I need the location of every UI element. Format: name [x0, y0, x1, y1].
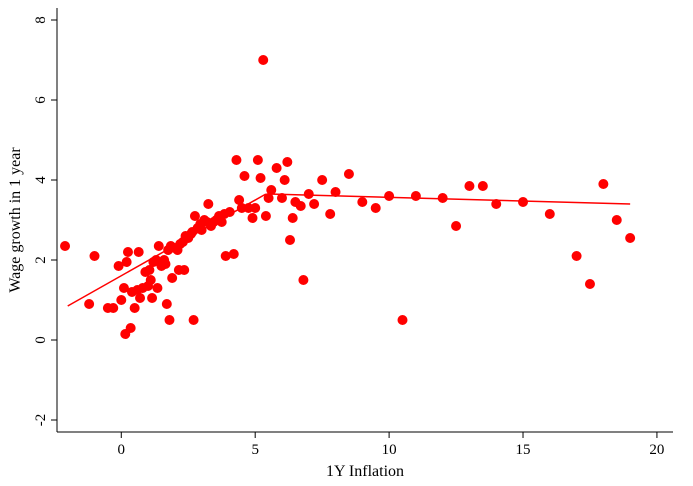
y-tick-label: 6 — [33, 96, 49, 104]
data-point — [464, 181, 475, 191]
data-point — [263, 193, 274, 203]
fit-line-segment — [268, 193, 631, 205]
x-tick-label: 15 — [516, 442, 531, 458]
data-point — [298, 275, 309, 285]
data-point — [129, 303, 140, 313]
data-point — [266, 185, 277, 195]
data-point — [84, 299, 95, 309]
data-point — [258, 55, 269, 65]
x-tick-label: 10 — [382, 442, 397, 458]
data-point — [276, 193, 287, 203]
data-point — [410, 191, 421, 201]
data-point — [234, 195, 245, 205]
x-tick-label: 5 — [251, 442, 259, 458]
data-point — [279, 175, 290, 185]
data-point — [196, 225, 207, 235]
data-point — [179, 265, 190, 275]
data-point — [216, 217, 227, 227]
data-point — [325, 209, 336, 219]
data-point — [144, 265, 155, 275]
y-tick-label: 0 — [33, 336, 49, 344]
data-point — [384, 191, 395, 201]
data-point — [598, 179, 609, 189]
x-axis-ticks: 0 5 10 15 20 — [118, 432, 664, 458]
data-point — [357, 197, 368, 207]
y-tick-label: -2 — [33, 414, 49, 427]
data-point — [250, 203, 261, 213]
data-point — [330, 187, 341, 197]
data-point — [220, 251, 231, 261]
data-point — [343, 169, 354, 179]
y-axis-ticks: -2 0 2 4 6 8 — [33, 16, 57, 426]
data-point — [491, 199, 502, 209]
data-points — [60, 55, 636, 339]
axes — [56, 8, 673, 433]
data-point — [295, 201, 306, 211]
data-point — [60, 241, 71, 251]
data-point — [160, 259, 171, 269]
data-point — [108, 303, 119, 313]
data-point — [228, 249, 239, 259]
data-point — [118, 283, 129, 293]
data-point — [164, 315, 175, 325]
data-point — [282, 157, 293, 167]
data-point — [252, 155, 263, 165]
data-point — [271, 163, 282, 173]
data-point — [224, 207, 235, 217]
data-point — [571, 251, 582, 261]
x-tick-label: 0 — [118, 442, 126, 458]
data-point — [113, 261, 124, 271]
data-point — [287, 213, 298, 223]
fit-lines — [67, 193, 631, 307]
data-point — [122, 247, 133, 257]
data-point — [133, 247, 144, 257]
data-point — [116, 295, 127, 305]
data-point — [231, 155, 242, 165]
data-point — [309, 199, 320, 209]
data-point — [303, 189, 314, 199]
data-point — [153, 241, 164, 251]
y-tick-label: 8 — [33, 16, 49, 24]
data-point — [152, 283, 163, 293]
data-point — [397, 315, 408, 325]
data-point — [203, 199, 214, 209]
data-point — [89, 251, 100, 261]
data-point — [135, 293, 146, 303]
data-point — [451, 221, 462, 231]
data-point — [125, 323, 136, 333]
data-point — [584, 279, 595, 289]
data-point — [161, 299, 172, 309]
data-point — [317, 175, 328, 185]
y-axis-title: Wage growth in 1 year — [7, 147, 24, 293]
data-point — [370, 203, 381, 213]
data-point — [247, 213, 258, 223]
data-point — [477, 181, 488, 191]
y-tick-label: 4 — [33, 176, 49, 184]
data-point — [189, 211, 200, 221]
y-tick-label: 2 — [33, 256, 49, 264]
data-point — [611, 215, 622, 225]
data-point — [625, 233, 636, 243]
data-point — [239, 171, 250, 181]
data-point — [544, 209, 555, 219]
data-point — [145, 275, 156, 285]
data-point — [255, 173, 266, 183]
data-point — [518, 197, 529, 207]
data-point — [437, 193, 448, 203]
data-point — [121, 257, 132, 267]
data-point — [260, 211, 271, 221]
x-axis-title: 1Y Inflation — [326, 463, 404, 480]
data-point — [147, 293, 158, 303]
data-point — [167, 273, 178, 283]
x-tick-label: 20 — [649, 442, 664, 458]
data-point — [188, 315, 199, 325]
data-point — [285, 235, 296, 245]
